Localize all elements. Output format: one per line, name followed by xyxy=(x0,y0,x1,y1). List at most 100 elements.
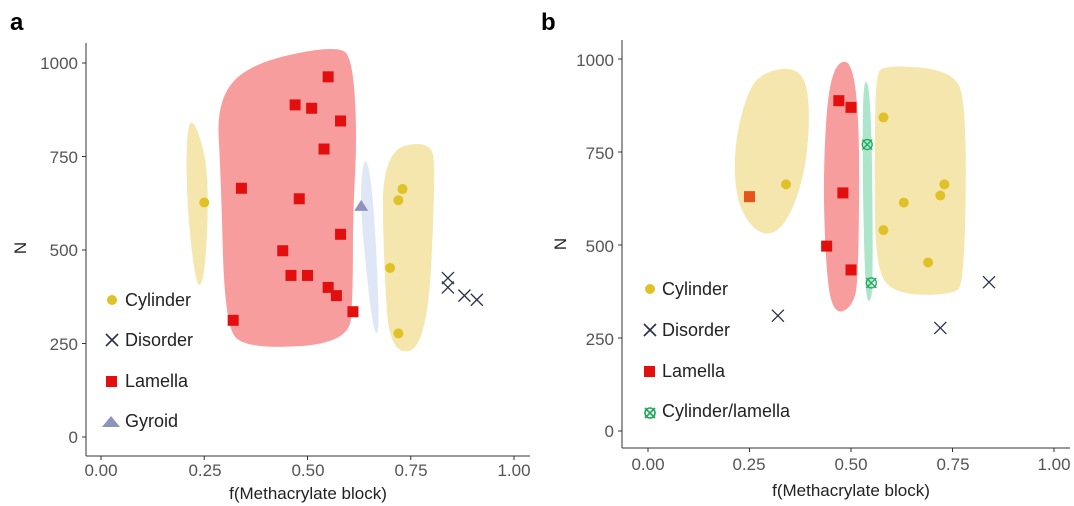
panel-a-xtick-100: 1.00 xyxy=(497,461,530,480)
panel-b-region-cylinder-0 xyxy=(734,68,809,234)
panel-a-ytick-1000: 1000 xyxy=(40,54,78,73)
panel-b-xtick-050: 0.50 xyxy=(834,455,867,474)
panel-b-letter: b xyxy=(541,9,556,36)
panel-b-region-cylinder-3 xyxy=(874,66,966,295)
panel-a-lamella-point-12 xyxy=(330,290,342,302)
panel-a-cylinder-point-2 xyxy=(393,195,404,206)
panel-b-lamella-point-3 xyxy=(821,240,833,252)
panel-a-lamella-point-5 xyxy=(235,182,247,194)
panel-b-xtick-100: 1.00 xyxy=(1037,455,1070,474)
panel-a-lamella-point-11 xyxy=(322,281,334,293)
panel-b-ticks xyxy=(618,58,1055,452)
panel-b-legend-cylinder-key xyxy=(645,284,655,294)
panel-a-ticks xyxy=(82,62,515,460)
panel-b-xtick-0: 0.00 xyxy=(631,455,664,474)
panel-b-lamella-point-1 xyxy=(845,101,857,113)
panel-a-y-axis-label: N xyxy=(11,242,30,254)
panel-a-disorder-point-0 xyxy=(441,271,455,285)
panel-a-lamella-point-13 xyxy=(347,306,359,318)
panel-a-legend-cylinder-label: Cylinder xyxy=(125,290,191,310)
panel-b-ytick-750: 750 xyxy=(586,144,614,163)
panel-a-region-cylinder-3 xyxy=(382,143,435,352)
panel-b-cylinder-point-2 xyxy=(939,179,950,190)
panel-b-ytick-1000: 1000 xyxy=(576,51,614,70)
panel-a-legend-gyroid-label: Gyroid xyxy=(125,411,178,431)
panel-a-ytick-500: 500 xyxy=(50,241,78,260)
panel-b-points xyxy=(744,95,996,335)
panel-a-lamella-point-4 xyxy=(318,143,330,155)
panel-a-lamella-point-1 xyxy=(289,99,301,111)
panel-a-cylinder-point-3 xyxy=(385,262,396,273)
panel-b-legend-lamella-label: Lamella xyxy=(662,361,726,381)
panel-b-cylinder-point-6 xyxy=(923,257,934,268)
panel-b-legend-lamella-key xyxy=(644,366,655,377)
panel-a-regions xyxy=(186,49,435,352)
panel-b-lamella-point-4 xyxy=(845,264,857,276)
panel-a-region-gyroid-2 xyxy=(361,161,379,334)
panel-a-cylinder-point-0 xyxy=(199,197,210,208)
panel-b-cylinder-point-4 xyxy=(898,197,909,208)
panel-a-x-axis-label: f(Methacrylate block) xyxy=(229,484,387,503)
panel-b-region-lamella-1 xyxy=(823,61,860,312)
panel-a-lamella-point-7 xyxy=(335,228,347,240)
panel-a-lamella-point-0 xyxy=(322,71,334,83)
panel-b-disorder-point-0 xyxy=(982,275,996,289)
panel-b-cylinder-point-3 xyxy=(935,190,946,201)
panel-b-region-cylinder-lamella-2 xyxy=(862,81,873,301)
panel-b-cylinder-point-0 xyxy=(878,112,889,123)
panel-a-lamella-point-8 xyxy=(277,245,289,257)
panel-b-ytick-500: 500 xyxy=(586,237,614,256)
panel-a-legend: Cylinder Disorder Lamella Gyroid xyxy=(102,290,193,431)
panel-b-ytick-0: 0 xyxy=(605,422,614,441)
panel-b-legend-disorder-key xyxy=(643,323,657,337)
panel-a-lamella-point-3 xyxy=(335,115,347,127)
panel-a-ytick-750: 750 xyxy=(50,148,78,167)
panel-a-disorder-point-1 xyxy=(441,280,455,294)
panel-b-y-axis-label: N xyxy=(551,238,570,250)
panel-a-lamella-point-2 xyxy=(306,102,318,114)
panel-a-lamella-point-14 xyxy=(227,314,239,326)
panel-a-cylinder-point-1 xyxy=(397,184,408,195)
panel-b-cylinder-lamella-point-0 xyxy=(861,138,873,151)
panel-b-lamella-point-2 xyxy=(837,187,849,199)
panel-a-letter: a xyxy=(10,9,24,36)
panel-b-lamella-point-0 xyxy=(744,191,755,203)
panel-a-legend-lamella-label: Lamella xyxy=(125,371,189,391)
panel-a-region-cylinder-0 xyxy=(186,122,208,286)
panel-a-ytick-0: 0 xyxy=(69,428,78,447)
panel-b-cylinder-point-5 xyxy=(878,225,889,236)
panel-a-region-lamella-1 xyxy=(218,49,357,347)
panel-b-legend-cylinder-label: Cylinder xyxy=(662,279,728,299)
panel-a-legend-disorder-label: Disorder xyxy=(125,330,193,350)
panel-a-xtick-025: 0.25 xyxy=(188,461,221,480)
panel-a-xtick-075: 0.75 xyxy=(394,461,427,480)
panel-a-legend-disorder-key xyxy=(105,333,119,347)
panel-b-xtick-025: 0.25 xyxy=(732,455,765,474)
panel-a-points xyxy=(199,71,484,339)
panel-b-legend-cylinder-lamella-key xyxy=(644,407,656,419)
panel-a-lamella-point-9 xyxy=(285,269,297,281)
panel-b-x-axis-label: f(Methacrylate block) xyxy=(772,481,930,500)
panel-a-disorder-point-3 xyxy=(470,293,484,307)
panel-a-ytick-250: 250 xyxy=(50,335,78,354)
panel-b-disorder-point-2 xyxy=(933,321,947,335)
panel-b-lamella-point-0 xyxy=(833,95,845,107)
panel-b-cylinder-lamella-point-1 xyxy=(865,277,877,289)
panel-a-xtick-050: 0.50 xyxy=(291,461,324,480)
panel-b-ytick-250: 250 xyxy=(586,330,614,349)
panel-a-legend-cylinder-key xyxy=(107,295,117,305)
panel-a-xtick-0: 0.00 xyxy=(84,461,117,480)
panel-b-cylinder-point-1 xyxy=(781,179,792,190)
panel-b-legend: Cylinder Disorder Lamella Cylinder/lamel… xyxy=(643,279,791,421)
panel-a-lamella-point-6 xyxy=(293,193,305,205)
panel-b-regions xyxy=(734,61,966,312)
panel-a-legend-lamella-key xyxy=(106,376,117,387)
panel-b: b 0 250 500 750 1000 0.00 0.25 0.50 0.75… xyxy=(541,9,1071,500)
panel-a-lamella-point-10 xyxy=(302,269,313,281)
panel-a: a 0 250 500 750 1000 0.00 0.25 0.50 0.75… xyxy=(10,9,531,503)
panel-b-disorder-point-1 xyxy=(771,309,785,323)
panel-a-cylinder-point-4 xyxy=(393,328,404,339)
panel-b-legend-disorder-label: Disorder xyxy=(662,320,730,340)
panel-b-xtick-075: 0.75 xyxy=(936,455,969,474)
